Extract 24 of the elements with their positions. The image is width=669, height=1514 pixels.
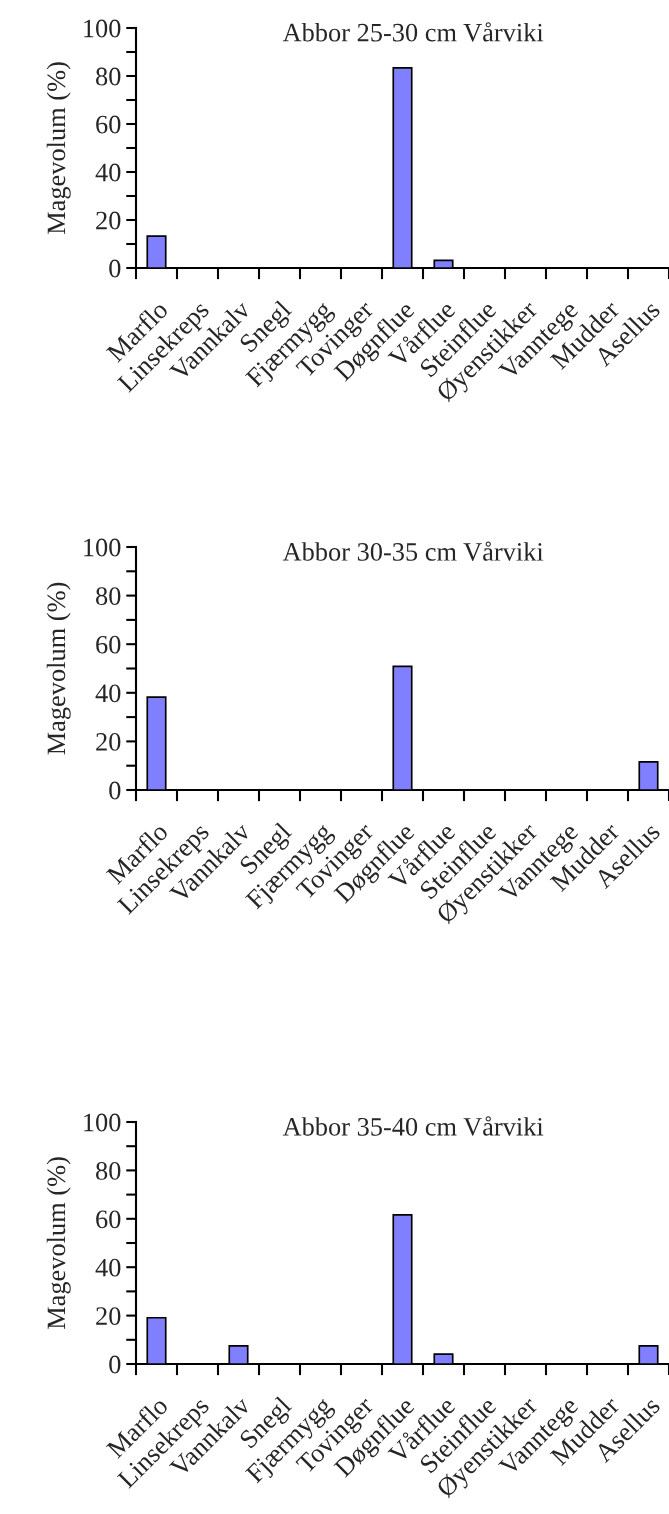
y-tick-label: 100 (84, 538, 121, 557)
chart-title: Abbor 35-40 cm Vårviki (282, 1116, 544, 1136)
y-tick-label: 80 (96, 587, 121, 606)
y-tick-label: 0 (109, 1355, 121, 1374)
y-tick-label: 80 (96, 1162, 121, 1180)
y-axis-title: Magevolum (%) (46, 62, 71, 235)
y-tick-label: 0 (109, 781, 121, 800)
chart-title: Abbor 30-35 cm Vårviki (282, 541, 544, 561)
chart-title: Abbor 25-30 cm Vårviki (282, 22, 544, 42)
y-tick-label: 100 (84, 19, 121, 38)
y-tick-label: 60 (96, 635, 121, 654)
y-tick-label: 40 (95, 684, 121, 703)
y-tick-label: 20 (96, 211, 121, 230)
y-tick-label: 40 (95, 1258, 121, 1277)
y-tick-label: 60 (96, 115, 121, 134)
y-tick-label: 60 (96, 1210, 121, 1229)
y-axis-title: Magevolum (%) (46, 1157, 71, 1330)
y-axis-title: Magevolum (%) (46, 582, 71, 755)
y-tick-label: 20 (96, 733, 121, 751)
y-tick-label: 40 (95, 163, 121, 182)
y-tick-label: 100 (84, 1113, 121, 1132)
y-tick-label: 20 (96, 1307, 121, 1326)
y-tick-label: 0 (109, 259, 121, 278)
y-tick-label: 80 (96, 67, 121, 86)
